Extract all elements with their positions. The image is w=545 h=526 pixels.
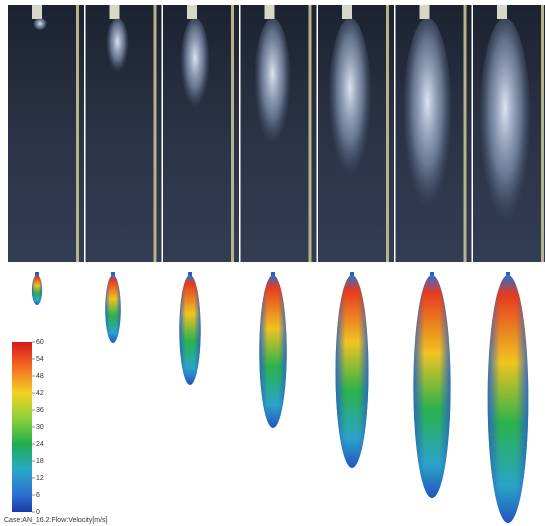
sim-plume-edge (105, 275, 121, 343)
ruler (386, 5, 389, 262)
spray-plume (33, 18, 48, 32)
spray-plume (106, 18, 129, 78)
simulation-row (32, 272, 528, 523)
tick-label: 6 (36, 492, 40, 499)
spray-plume (403, 18, 453, 228)
sim-plume-edge (413, 275, 450, 498)
sim-plume-edge (32, 275, 42, 305)
ruler (154, 5, 157, 262)
tick-label: 36 (36, 407, 44, 414)
nozzle (32, 5, 42, 19)
nozzle (187, 5, 197, 19)
tick-label: 0 (36, 509, 40, 516)
tick-label: 42 (36, 390, 44, 397)
ruler (309, 5, 312, 262)
figure: 60544842363024181260 Case:AN_16.2:Flow:V… (0, 0, 545, 526)
spray-plume (254, 18, 291, 158)
sim-plume-edge (259, 275, 286, 428)
nozzle (110, 5, 120, 19)
tick-label: 24 (36, 441, 44, 448)
photo-row (8, 5, 545, 262)
ruler (76, 5, 79, 262)
nozzle (497, 5, 507, 19)
tick-label: 60 (36, 339, 44, 346)
tick-label: 12 (36, 475, 44, 482)
ruler (231, 5, 234, 262)
tick-label: 18 (36, 458, 44, 465)
spray-plume (180, 18, 210, 118)
nozzle (420, 5, 430, 19)
sim-plume-edge (179, 275, 200, 385)
tick-label: 54 (36, 356, 44, 363)
photo-panel (8, 5, 84, 262)
tick-label: 30 (36, 424, 44, 431)
ruler (541, 5, 544, 262)
nozzle (265, 5, 275, 19)
ruler (464, 5, 467, 262)
tick-label: 48 (36, 373, 44, 380)
sim-plume-edge (335, 275, 368, 468)
colorbar-scale (12, 342, 32, 512)
colorbar-label: Case:AN_16.2:Flow:Velocity[m/s] (4, 517, 108, 524)
nozzle (342, 5, 352, 19)
spray-plume (328, 18, 372, 193)
spray-plume (479, 18, 532, 243)
sim-plume-edge (488, 275, 529, 523)
